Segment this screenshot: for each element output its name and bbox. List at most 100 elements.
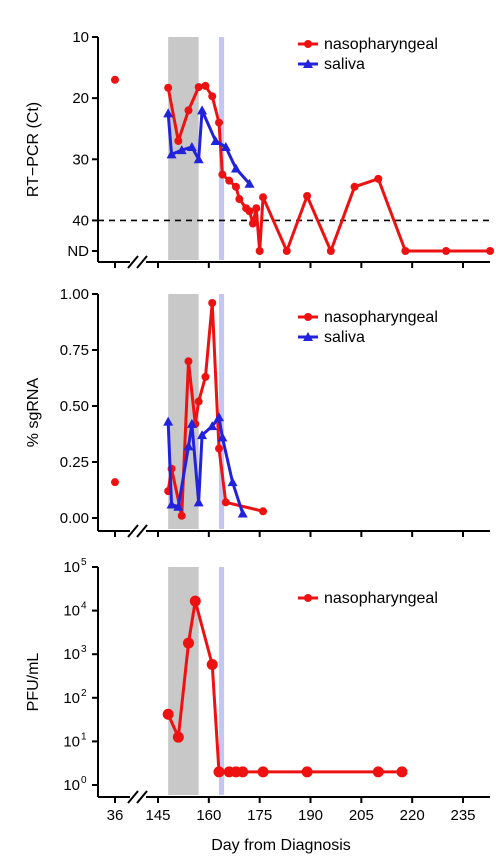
data-point (442, 247, 451, 255)
y-tick-label: ND (67, 243, 89, 260)
y-axis-title: PFU/mL (25, 653, 42, 712)
series-line-nasopharyngeal (166, 599, 402, 774)
data-point (197, 430, 208, 440)
x-tick-label: 175 (247, 807, 272, 824)
x-axis-title: Day from Diagnosis (211, 837, 351, 854)
axis-break-mark (136, 255, 148, 269)
data-point (248, 219, 257, 228)
data-point (208, 92, 217, 101)
y-tick-label: 0.50 (60, 398, 89, 415)
data-point (163, 108, 174, 118)
axis-break-mark (127, 255, 139, 269)
series-line-nasopharyngeal (166, 84, 491, 253)
data-point (225, 176, 234, 185)
y-tick-exponent: 4 (81, 601, 87, 612)
data-point (184, 106, 193, 115)
data-point (172, 731, 184, 743)
shaded-region-lavender (219, 567, 225, 795)
data-point (350, 182, 359, 191)
x-tick-label: 220 (400, 807, 425, 824)
legend-marker (304, 40, 312, 48)
y-tick-label: 10 (63, 603, 80, 620)
legend-label: saliva (324, 56, 365, 73)
data-point (183, 637, 194, 649)
y-tick-exponent: 1 (81, 731, 87, 742)
data-point (230, 163, 241, 173)
data-point (186, 142, 197, 152)
data-point (176, 145, 187, 155)
data-point (257, 766, 269, 778)
data-point (259, 507, 268, 516)
y-tick-label: 30 (72, 151, 89, 168)
data-point (255, 247, 264, 255)
data-point (163, 416, 174, 426)
y-tick-label: 10 (63, 690, 80, 707)
legend-label: nasopharyngeal (324, 590, 438, 607)
y-tick-exponent: 5 (81, 557, 87, 568)
y-tick-label: 1.00 (60, 286, 89, 303)
data-point (177, 511, 186, 520)
data-point (194, 83, 203, 92)
y-tick-label: 10 (63, 559, 80, 576)
data-point (235, 195, 244, 204)
y-tick-label: 10 (63, 733, 80, 750)
data-point (220, 142, 231, 152)
axis-break-mark (136, 524, 148, 538)
legend-label: nasopharyngeal (324, 36, 438, 53)
shaded-region-lavender (219, 294, 225, 529)
data-point (244, 178, 255, 188)
x-tick-label: 160 (196, 807, 221, 824)
data-point (396, 766, 408, 778)
y-tick-label: 0.75 (60, 342, 89, 359)
data-point (162, 708, 174, 720)
y-tick-exponent: 2 (81, 688, 87, 699)
x-tick-label: 145 (145, 807, 170, 824)
y-tick-label: 10 (63, 777, 80, 794)
data-point (245, 207, 254, 216)
data-point (326, 247, 335, 255)
data-point (183, 441, 194, 451)
x-tick-label: 36 (107, 807, 124, 824)
legend-label: saliva (324, 329, 365, 346)
data-point (194, 397, 203, 406)
y-tick-label: 20 (72, 90, 89, 107)
data-point (208, 298, 217, 307)
data-point (214, 412, 224, 422)
data-point (259, 193, 268, 202)
data-point (164, 83, 173, 92)
legend-marker (304, 313, 312, 321)
legend: nasopharyngeal (298, 590, 438, 607)
legend-label: nasopharyngeal (324, 309, 438, 326)
data-point (301, 766, 313, 778)
data-point (231, 182, 240, 191)
series-nasopharyngeal (162, 595, 408, 778)
data-point (401, 247, 410, 255)
chart-panel-1: 10 20 30 40 ND RT−PCR (Ct) nasopharyngeal saliv… (25, 29, 495, 269)
chart-panel-2: 0.00 0.25 0.50 0.75 1.00 % sgRNA nasopharyngea… (25, 286, 490, 538)
series-saliva (163, 412, 248, 518)
data-point (213, 766, 225, 778)
data-point (186, 418, 197, 428)
data-point (207, 421, 218, 431)
data-point (210, 135, 221, 145)
data-point (197, 105, 208, 115)
legend: nasopharyngeal saliva (298, 309, 438, 346)
y-tick-label: 0.00 (60, 510, 89, 527)
x-tick-label: 205 (349, 807, 374, 824)
data-point (193, 497, 204, 507)
series-line-saliva (166, 108, 251, 185)
data-point (221, 498, 230, 507)
data-point (166, 149, 177, 159)
data-point (282, 247, 291, 255)
y-tick-label: 0.25 (60, 454, 89, 471)
data-point (215, 118, 223, 127)
legend-marker (304, 594, 312, 602)
data-point (173, 501, 184, 511)
data-point (237, 766, 249, 778)
y-tick-label: 10 (63, 646, 80, 663)
data-point (189, 595, 201, 607)
axis-break-mark (136, 790, 148, 804)
data-point (218, 170, 227, 179)
